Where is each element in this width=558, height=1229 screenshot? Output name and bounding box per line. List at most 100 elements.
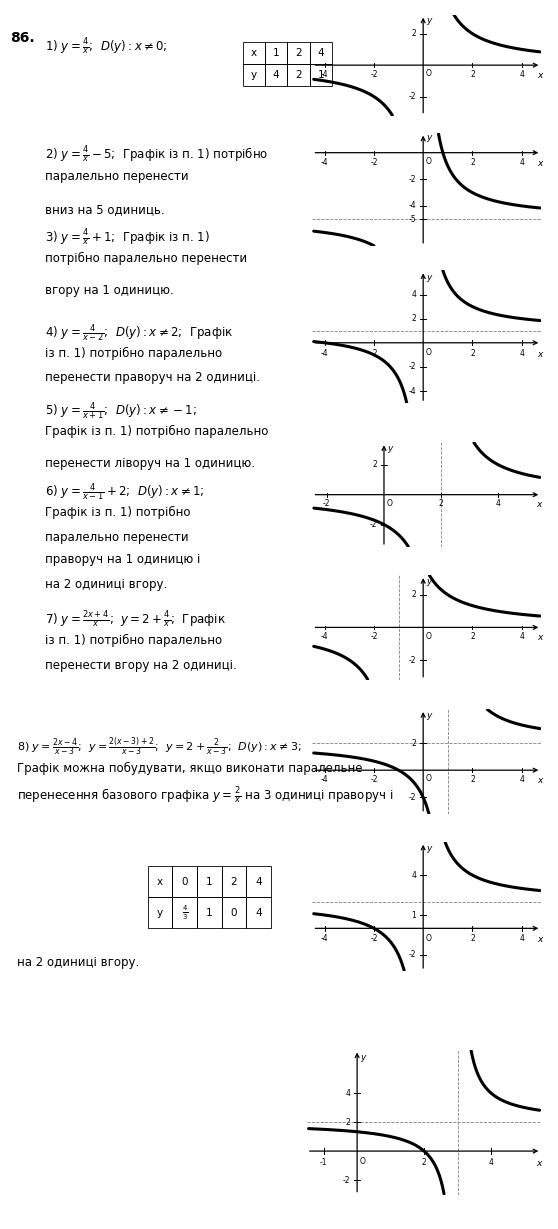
Text: -4: -4 — [321, 349, 329, 358]
Text: y: y — [157, 907, 163, 918]
Text: перенести ліворуч на 1 одиницю.: перенести ліворуч на 1 одиницю. — [45, 457, 254, 471]
Text: y: y — [426, 710, 431, 720]
Text: 1: 1 — [273, 48, 280, 58]
Text: 1: 1 — [318, 70, 324, 80]
Text: 2) $y = \frac{4}{x} - 5$;  Графік із п. 1) потрібно: 2) $y = \frac{4}{x} - 5$; Графік із п. 1… — [45, 145, 268, 166]
Text: вгору на 1 одиницю.: вгору на 1 одиницю. — [45, 284, 174, 297]
Text: -2: -2 — [409, 92, 416, 101]
Text: x: x — [536, 1159, 541, 1168]
Text: 4: 4 — [519, 157, 524, 167]
Text: O: O — [426, 934, 432, 943]
Text: y: y — [251, 70, 257, 80]
Text: перенести праворуч на 2 одиниці.: перенести праворуч на 2 одиниці. — [45, 371, 259, 385]
Text: -2: -2 — [370, 775, 378, 784]
Text: паралельно перенести: паралельно перенести — [45, 531, 188, 544]
Text: 4: 4 — [489, 1158, 493, 1166]
Text: y: y — [360, 1052, 365, 1062]
Text: -4: -4 — [321, 775, 329, 784]
Text: із п. 1) потрібно паралельно: із п. 1) потрібно паралельно — [45, 634, 222, 648]
Text: O: O — [360, 1156, 366, 1166]
Text: 4: 4 — [519, 349, 524, 358]
Text: y: y — [426, 576, 431, 586]
Text: x: x — [537, 500, 542, 509]
Text: -2: -2 — [370, 157, 378, 167]
Text: вниз на 5 одиниць.: вниз на 5 одиниць. — [45, 203, 164, 216]
Text: 1: 1 — [412, 911, 416, 919]
Text: із п. 1) потрібно паралельно: із п. 1) потрібно паралельно — [45, 347, 222, 360]
Text: O: O — [387, 499, 393, 508]
Text: x: x — [538, 775, 543, 785]
Text: 2: 2 — [295, 70, 302, 80]
Text: 4: 4 — [345, 1089, 350, 1097]
Text: 4: 4 — [411, 870, 416, 880]
Text: y: y — [426, 844, 431, 853]
Text: -2: -2 — [343, 1176, 350, 1185]
Text: 2: 2 — [470, 157, 475, 167]
Text: -4: -4 — [408, 387, 416, 396]
Text: 1: 1 — [206, 907, 213, 918]
Text: -2: -2 — [409, 175, 416, 184]
Text: 4: 4 — [255, 907, 262, 918]
Text: 2: 2 — [470, 934, 475, 943]
Text: 4: 4 — [519, 632, 524, 642]
Text: -5: -5 — [408, 215, 416, 224]
Text: 6) $y = \frac{4}{x - 1} + 2$;  $D(y): x \neq 1$;: 6) $y = \frac{4}{x - 1} + 2$; $D(y): x \… — [45, 482, 204, 504]
Text: 2: 2 — [412, 315, 416, 323]
Text: 2: 2 — [412, 739, 416, 747]
Text: $\frac{4}{3}$: $\frac{4}{3}$ — [181, 903, 188, 922]
Text: -4: -4 — [408, 202, 416, 210]
Text: 2: 2 — [439, 499, 444, 509]
Text: потрібно паралельно перенести: потрібно паралельно перенести — [45, 252, 247, 265]
Text: 4: 4 — [273, 70, 280, 80]
Text: -2: -2 — [409, 793, 416, 801]
Text: 0: 0 — [181, 876, 188, 887]
Text: -4: -4 — [321, 632, 329, 642]
Text: Графік можна побудувати, якщо виконати паралельне: Графік можна побудувати, якщо виконати п… — [17, 762, 362, 775]
Text: O: O — [426, 632, 432, 640]
Text: -2: -2 — [370, 934, 378, 943]
Text: -2: -2 — [370, 349, 378, 358]
Text: -2: -2 — [409, 363, 416, 371]
Text: 2: 2 — [230, 876, 237, 887]
Text: 8) $y = \frac{2x - 4}{x - 3}$;  $y = \frac{2(x-3)+2}{x - 3}$;  $y = 2 + \frac{2}: 8) $y = \frac{2x - 4}{x - 3}$; $y = \fra… — [17, 735, 301, 758]
Text: x: x — [538, 935, 543, 944]
Text: y: y — [387, 444, 392, 454]
Text: 2: 2 — [345, 1117, 350, 1127]
Text: 2: 2 — [470, 70, 475, 79]
Text: O: O — [426, 157, 432, 166]
Text: 86.: 86. — [10, 31, 35, 44]
Text: 7) $y = \frac{2x + 4}{x}$;  $y = 2 + \frac{4}{x}$;  Графік: 7) $y = \frac{2x + 4}{x}$; $y = 2 + \fra… — [45, 610, 225, 630]
Text: 4: 4 — [411, 290, 416, 299]
Text: x: x — [251, 48, 257, 58]
Text: O: O — [426, 348, 432, 358]
Text: -4: -4 — [321, 934, 329, 943]
Text: -2: -2 — [409, 655, 416, 665]
Text: 4: 4 — [255, 876, 262, 887]
Text: 4: 4 — [496, 499, 501, 509]
Text: x: x — [538, 159, 543, 168]
Text: -2: -2 — [370, 632, 378, 642]
Text: 0: 0 — [230, 907, 237, 918]
Text: y: y — [426, 133, 431, 143]
Text: 2: 2 — [422, 1158, 426, 1166]
Text: 4: 4 — [519, 934, 524, 943]
Text: перенести вгору на 2 одиниці.: перенести вгору на 2 одиниці. — [45, 659, 237, 672]
Text: -2: -2 — [369, 520, 377, 528]
Text: Графік із п. 1) потрібно: Графік із п. 1) потрібно — [45, 506, 190, 520]
Text: -2: -2 — [370, 70, 378, 79]
Text: на 2 одиниці вгору.: на 2 одиниці вгору. — [45, 578, 167, 591]
Text: y: y — [426, 16, 431, 26]
Text: 1: 1 — [206, 876, 213, 887]
Text: 2: 2 — [470, 349, 475, 358]
Text: -2: -2 — [323, 499, 330, 509]
Text: на 2 одиниці вгору.: на 2 одиниці вгору. — [17, 956, 139, 970]
Text: x: x — [157, 876, 163, 887]
Text: 5) $y = \frac{4}{x + 1}$;  $D(y): x \neq -1$;: 5) $y = \frac{4}{x + 1}$; $D(y): x \neq … — [45, 401, 196, 423]
Text: -1: -1 — [320, 1158, 328, 1166]
Text: x: x — [538, 633, 543, 642]
Text: -2: -2 — [409, 950, 416, 960]
Text: паралельно перенести: паралельно перенести — [45, 170, 188, 183]
Text: 4: 4 — [519, 775, 524, 784]
Text: 4: 4 — [519, 70, 524, 79]
Text: 4) $y = \frac{4}{x - 2}$;  $D(y): x \neq 2$;  Графік: 4) $y = \frac{4}{x - 2}$; $D(y): x \neq … — [45, 322, 233, 344]
